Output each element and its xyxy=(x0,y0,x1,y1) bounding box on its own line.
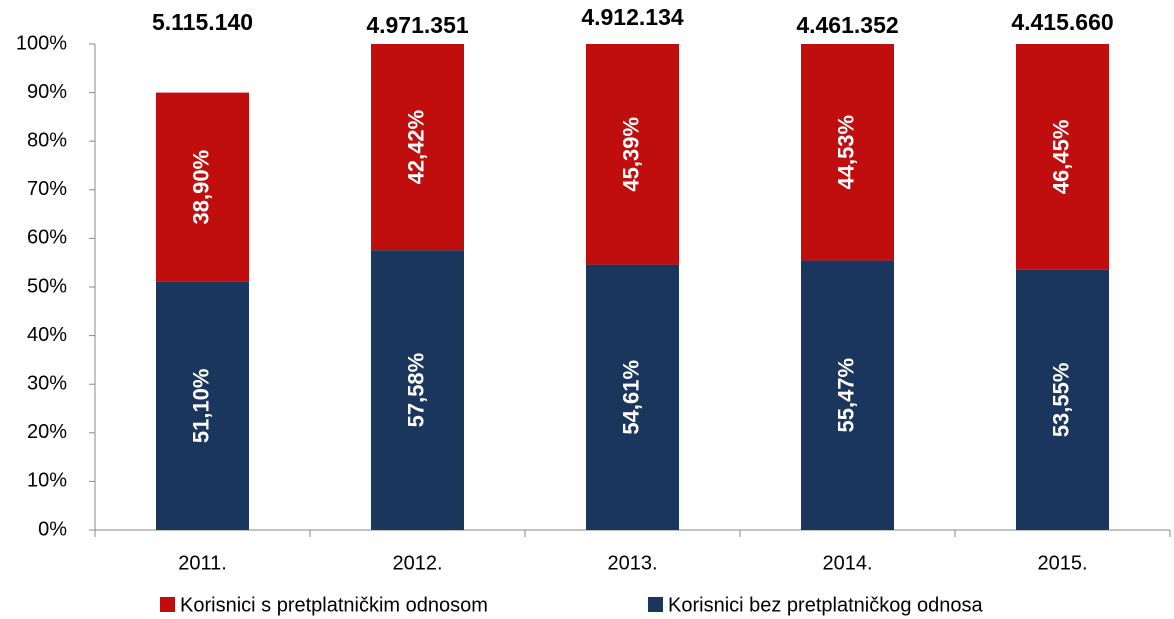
bar-segment xyxy=(371,44,464,251)
y-tick-label: 30% xyxy=(27,372,67,394)
x-tick-label: 2012. xyxy=(392,552,442,574)
bar-segment xyxy=(156,92,249,282)
bar-segment xyxy=(586,264,679,530)
data-label: 53,55% xyxy=(1048,363,1073,438)
data-label: 57,58% xyxy=(403,353,428,428)
y-tick-label: 10% xyxy=(27,470,67,492)
legend-swatch xyxy=(160,597,175,612)
x-tick-label: 2014. xyxy=(822,552,872,574)
bar-segment xyxy=(586,44,679,265)
y-tick-label: 40% xyxy=(27,324,67,346)
total-label: 4.971.351 xyxy=(366,12,469,38)
data-label: 46,45% xyxy=(1048,120,1073,195)
data-label: 38,90% xyxy=(188,150,213,225)
bar-segment xyxy=(371,250,464,530)
data-label: 44,53% xyxy=(833,115,858,190)
data-label: 51,10% xyxy=(188,369,213,444)
data-label: 42,42% xyxy=(403,110,428,185)
total-label: 4.912.134 xyxy=(581,4,684,30)
y-tick-label: 60% xyxy=(27,227,67,249)
bar-segment xyxy=(1016,44,1109,270)
x-tick-label: 2013. xyxy=(607,552,657,574)
data-label: 54,61% xyxy=(618,360,643,435)
bar-segment xyxy=(801,260,894,530)
legend-label: Korisnici bez pretplatničkog odnosa xyxy=(668,594,984,616)
data-label: 55,47% xyxy=(833,358,858,433)
total-label: 5.115.140 xyxy=(152,9,253,35)
bar-segment xyxy=(156,281,249,530)
y-tick-label: 70% xyxy=(27,178,67,200)
data-label: 45,39% xyxy=(618,117,643,192)
y-tick-label: 80% xyxy=(27,129,67,151)
x-tick-label: 2015. xyxy=(1037,552,1087,574)
y-tick-label: 20% xyxy=(27,421,67,443)
y-tick-label: 100% xyxy=(16,32,67,54)
bar-segment xyxy=(801,44,894,261)
y-tick-label: 90% xyxy=(27,81,67,103)
legend-swatch xyxy=(648,597,663,612)
y-tick-label: 0% xyxy=(38,518,67,540)
legend-label: Korisnici s pretplatničkim odnosom xyxy=(180,594,488,616)
y-tick-label: 50% xyxy=(27,275,67,297)
total-label: 4.461.352 xyxy=(796,12,898,38)
x-tick-label: 2011. xyxy=(178,552,227,574)
total-label: 4.415.660 xyxy=(1011,9,1113,35)
bar-segment xyxy=(1016,269,1109,530)
